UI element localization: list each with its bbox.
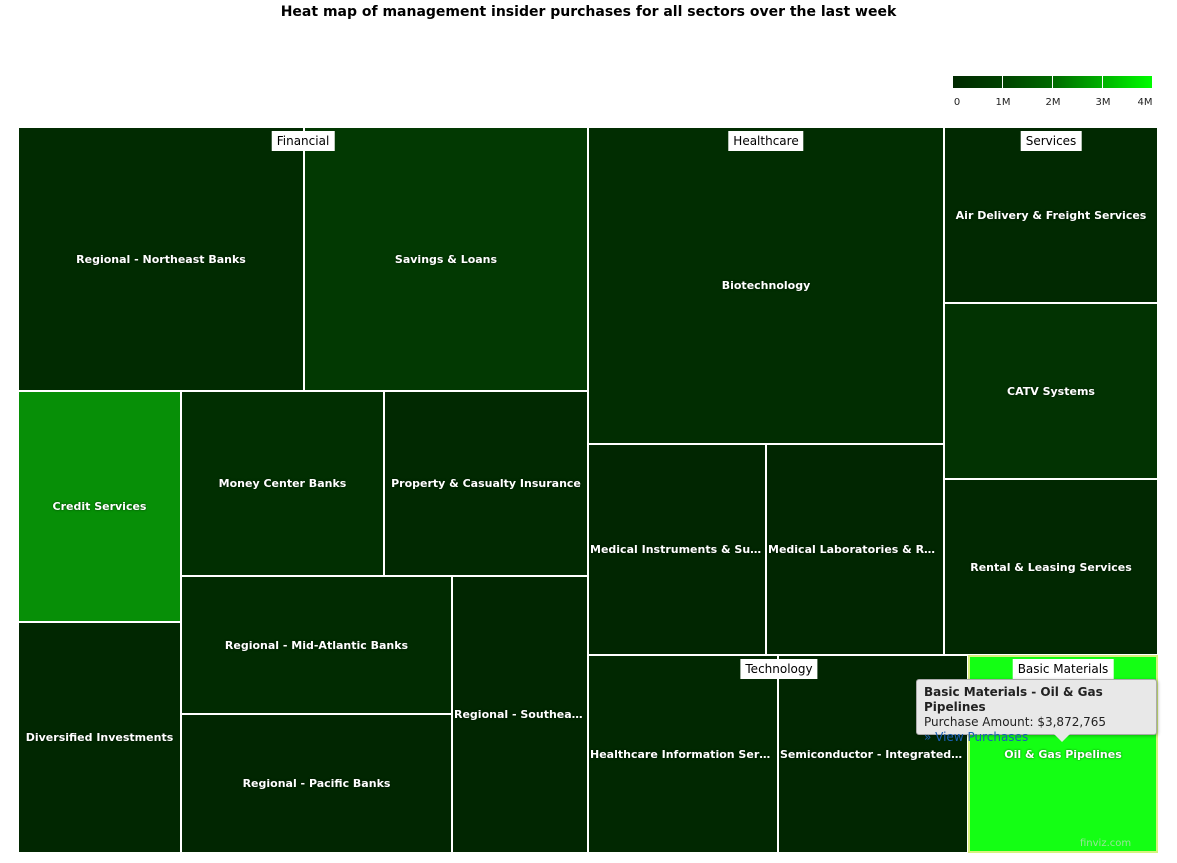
treemap-cell[interactable]: Healthcare Information Services xyxy=(588,655,778,853)
treemap-cell[interactable]: Savings & Loans xyxy=(304,127,588,391)
cell-label: Regional - Southeast Banks xyxy=(454,708,587,721)
treemap-cell[interactable]: Regional - Pacific Banks xyxy=(181,714,452,853)
legend-tick: 1M xyxy=(995,97,1011,108)
tooltip-title: Basic Materials - Oil & Gas Pipelines xyxy=(924,685,1103,714)
treemap-cell[interactable]: Biotechnology xyxy=(588,127,944,444)
watermark: finviz.com xyxy=(1080,838,1132,849)
chart-title: Heat map of management insider purchases… xyxy=(280,4,897,20)
legend-tick: 0 xyxy=(953,97,961,108)
treemap-cell[interactable]: Regional - Northeast Banks xyxy=(18,127,304,391)
legend-tick: 4M xyxy=(1137,97,1153,108)
cell-label: Diversified Investments xyxy=(25,731,174,744)
cell-label: CATV Systems xyxy=(1007,384,1095,398)
treemap-cell[interactable]: Medical Laboratories & Research xyxy=(766,444,944,655)
sector-label: Services xyxy=(1020,131,1082,151)
legend-segment xyxy=(1003,76,1052,88)
tooltip-arrow xyxy=(1054,734,1070,742)
treemap-cell[interactable]: Regional - Southeast Banks xyxy=(452,576,588,853)
cell-label: Oil & Gas Pipelines xyxy=(1004,747,1122,761)
cell-label: Rental & Leasing Services xyxy=(970,560,1132,574)
cell-label: Air Delivery & Freight Services xyxy=(955,208,1147,222)
treemap-cell[interactable]: Rental & Leasing Services xyxy=(944,479,1158,655)
cell-label: Regional - Northeast Banks xyxy=(76,252,246,266)
cell-label: Regional - Mid-Atlantic Banks xyxy=(224,638,409,652)
treemap-cell[interactable]: Regional - Mid-Atlantic Banks xyxy=(181,576,452,714)
sector-label: Technology xyxy=(740,659,818,679)
cell-label: Property & Casualty Insurance xyxy=(391,477,581,490)
sector-label: Financial xyxy=(271,131,335,151)
treemap-cell[interactable]: Medical Instruments & Supplies xyxy=(588,444,766,655)
color-legend: 0 1M 2M 3M 4M xyxy=(953,76,1153,112)
tooltip-amount-label: Purchase Amount: xyxy=(924,715,1034,729)
treemap-cell[interactable]: Credit Services xyxy=(18,391,181,622)
treemap-cell[interactable]: Air Delivery & Freight Services xyxy=(944,127,1158,303)
treemap-cell[interactable]: Money Center Banks xyxy=(181,391,384,576)
cell-label: Credit Services xyxy=(52,500,147,513)
treemap-cell[interactable]: Diversified Investments xyxy=(18,622,181,853)
cell-label: Medical Instruments & Supplies xyxy=(590,543,765,556)
tooltip: Basic Materials - Oil & Gas Pipelines Pu… xyxy=(916,679,1157,744)
legend-tick: 2M xyxy=(1045,97,1061,108)
sector-label: Healthcare xyxy=(728,131,804,151)
cell-label: Savings & Loans xyxy=(394,252,498,266)
legend-segment xyxy=(953,76,1002,88)
cell-label: Healthcare Information Services xyxy=(590,747,777,761)
cell-label: Biotechnology xyxy=(721,279,811,292)
treemap-cell[interactable]: CATV Systems xyxy=(944,303,1158,479)
view-purchases-link[interactable]: » View Purchases xyxy=(924,730,1029,744)
legend-segment xyxy=(1103,76,1152,88)
legend-tick: 3M xyxy=(1095,97,1111,108)
cell-label: Medical Laboratories & Research xyxy=(768,543,943,556)
treemap-cell[interactable]: Property & Casualty Insurance xyxy=(384,391,588,576)
legend-segment xyxy=(1053,76,1102,88)
cell-label: Regional - Pacific Banks xyxy=(242,777,391,790)
cell-label: Money Center Banks xyxy=(218,477,347,490)
tooltip-amount-value: $3,872,765 xyxy=(1037,715,1107,729)
cell-label: Semiconductor - Integrated Circuits xyxy=(780,747,967,761)
sector-label: Basic Materials xyxy=(1012,659,1114,679)
